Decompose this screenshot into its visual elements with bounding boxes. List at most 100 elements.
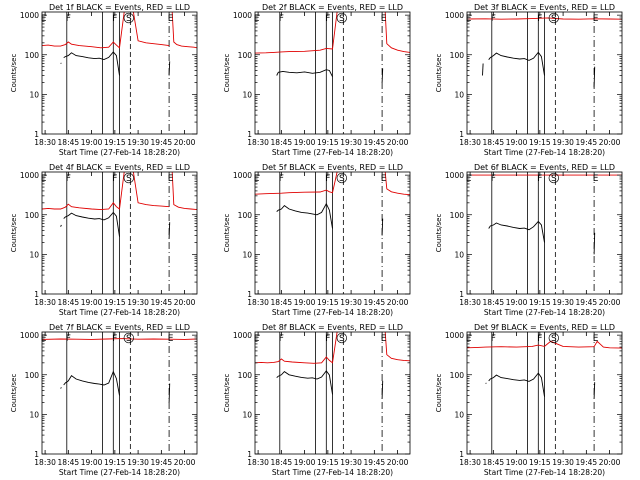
- y-tick-label: 100: [25, 371, 40, 380]
- events-series-line: [60, 224, 62, 227]
- y-tick-label: 10: [29, 250, 39, 259]
- y-tick-label: 1: [34, 130, 39, 139]
- x-tick-label: 18:45: [58, 298, 80, 307]
- y-tick-label: 1000: [445, 331, 464, 340]
- x-tick-label: 19:30: [552, 298, 574, 307]
- x-axis-label: Start Time (27-Feb-14 18:28:20): [484, 468, 605, 477]
- x-tick-label: 18:30: [247, 298, 269, 307]
- events-series-line: [60, 387, 62, 389]
- marker-label-s: S: [126, 14, 132, 24]
- x-tick-label: 19:00: [294, 458, 316, 467]
- x-tick-label: 19:00: [506, 298, 528, 307]
- lld-series-line: [132, 12, 170, 47]
- y-tick-label: 1: [34, 450, 39, 459]
- events-series-line: [482, 63, 484, 76]
- x-tick-label: 19:00: [506, 138, 528, 147]
- y-axis-label: Counts/sec: [10, 54, 18, 93]
- marker-label-f: F: [66, 14, 71, 24]
- y-tick-label: 10: [454, 410, 464, 419]
- marker-label-f: F: [112, 14, 117, 24]
- panel-det-2: 18:30 18:45 19:00 19:15 19:30 19:45 20:00 1 10 10…: [223, 3, 411, 157]
- panel-title: Det 6f BLACK = Events, RED = LLD: [474, 163, 615, 172]
- marker-circle: [123, 172, 134, 184]
- y-tick-label: 100: [450, 211, 465, 220]
- events-series-line: [63, 211, 120, 237]
- x-tick-label: 19:45: [151, 138, 173, 147]
- y-axis-label: Counts/sec: [435, 374, 443, 413]
- y-tick-label: 100: [450, 371, 465, 380]
- marker-label-f: F: [279, 174, 284, 184]
- lld-series-line: [171, 172, 197, 211]
- x-tick-label: 19:30: [127, 458, 149, 467]
- plot-frame: [466, 171, 623, 295]
- marker-label-e: E: [381, 14, 387, 24]
- x-tick-label: 19:45: [576, 458, 598, 467]
- marker-circle: [336, 12, 347, 24]
- events-series-line: [168, 61, 171, 76]
- marker-label-f: F: [325, 334, 330, 344]
- y-tick-label: 1: [34, 290, 39, 299]
- panel-det-9: 18:30 18:45 19:00 19:15 19:30 19:45 20:00 1 10 10…: [435, 323, 623, 477]
- marker-label-s: S: [126, 334, 132, 344]
- marker-label-f: F: [325, 14, 330, 24]
- x-tick-label: 20:00: [387, 298, 409, 307]
- x-tick-label: 18:30: [34, 298, 56, 307]
- events-series-line: [488, 51, 545, 76]
- plot-frame: [254, 171, 411, 295]
- x-tick-label: 18:30: [459, 458, 481, 467]
- y-tick-label: 1000: [20, 11, 39, 20]
- events-series-line: [276, 69, 333, 77]
- x-tick-label: 18:30: [247, 458, 269, 467]
- y-tick-label: 10: [29, 90, 39, 99]
- x-tick-label: 19:45: [151, 298, 173, 307]
- y-tick-label: 1: [247, 130, 252, 139]
- y-axis-label: Counts/sec: [223, 374, 231, 413]
- x-tick-label: 19:00: [294, 298, 316, 307]
- events-series-line: [381, 68, 384, 83]
- x-tick-label: 19:30: [340, 138, 362, 147]
- x-tick-label: 19:15: [104, 298, 126, 307]
- lld-series-line: [467, 340, 622, 349]
- x-tick-label: 18:30: [34, 458, 56, 467]
- x-tick-label: 19:45: [364, 458, 386, 467]
- panel-det-6: 18:30 18:45 19:00 19:15 19:30 19:45 20:00 1 10 10…: [435, 163, 623, 317]
- events-series-line: [63, 51, 120, 76]
- lld-series-line: [384, 172, 410, 196]
- y-tick-label: 100: [450, 51, 465, 60]
- marker-label-e: E: [41, 334, 47, 344]
- marker-label-e: E: [466, 334, 472, 344]
- y-tick-label: 10: [454, 250, 464, 259]
- panel-title: Det 4f BLACK = Events, RED = LLD: [49, 163, 190, 172]
- x-tick-label: 19:30: [340, 298, 362, 307]
- x-tick-label: 19:15: [317, 458, 339, 467]
- lld-series-line: [42, 338, 197, 340]
- panel-title: Det 3f BLACK = Events, RED = LLD: [474, 3, 615, 12]
- x-tick-label: 20:00: [387, 138, 409, 147]
- x-axis-label: Start Time (27-Feb-14 18:28:20): [59, 468, 180, 477]
- x-tick-label: 19:15: [317, 298, 339, 307]
- marker-label-f: F: [279, 334, 284, 344]
- marker-label-s: S: [551, 174, 557, 184]
- y-tick-label: 100: [238, 371, 253, 380]
- x-tick-label: 19:00: [81, 138, 103, 147]
- x-tick-label: 18:45: [483, 138, 505, 147]
- y-tick-label: 100: [25, 211, 40, 220]
- x-tick-label: 18:45: [483, 458, 505, 467]
- marker-label-s: S: [551, 14, 557, 24]
- y-tick-label: 1: [459, 450, 464, 459]
- marker-label-f: F: [537, 334, 542, 344]
- marker-circle: [123, 12, 134, 24]
- panel-det-7: 18:30 18:45 19:00 19:15 19:30 19:45 20:00 1 10 10…: [10, 323, 198, 477]
- marker-circle: [548, 12, 559, 24]
- x-tick-label: 19:30: [552, 458, 574, 467]
- x-tick-label: 19:00: [81, 458, 103, 467]
- marker-label-e: E: [41, 174, 47, 184]
- marker-circle: [548, 172, 559, 184]
- marker-label-e: E: [168, 14, 174, 24]
- events-series-line: [485, 382, 487, 384]
- x-tick-label: 19:30: [127, 138, 149, 147]
- marker-label-s: S: [551, 334, 557, 344]
- y-axis-label: Counts/sec: [10, 374, 18, 413]
- marker-label-s: S: [339, 14, 345, 24]
